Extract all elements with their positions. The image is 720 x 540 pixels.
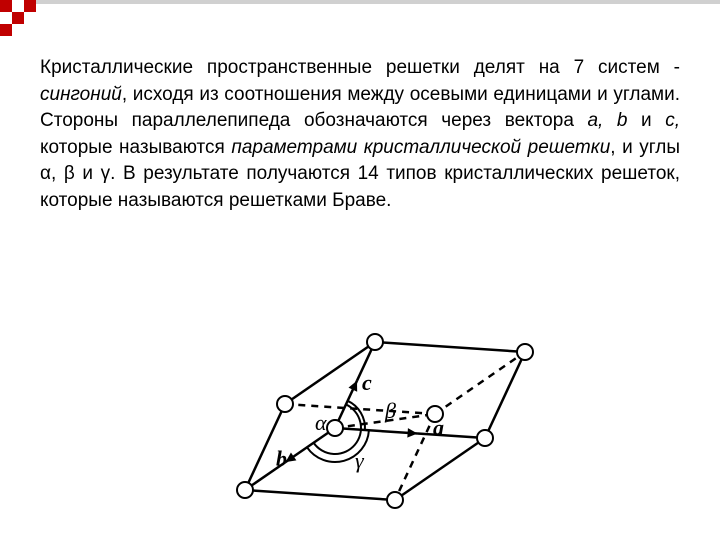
deco-sq xyxy=(0,24,12,36)
text-part: , исходя из соотношения между осевыми ед… xyxy=(40,84,680,132)
text-italic: c, xyxy=(665,110,680,131)
text-part: Кристаллические пространственные решетки… xyxy=(40,57,680,78)
text-italic: сингоний xyxy=(40,84,122,105)
svg-text:γ: γ xyxy=(355,448,365,473)
deco-sq xyxy=(24,0,36,12)
text-part: и xyxy=(627,110,665,131)
deco-bar xyxy=(24,0,720,4)
corner-decoration xyxy=(0,0,720,45)
svg-text:α: α xyxy=(315,410,327,435)
svg-text:b: b xyxy=(276,446,287,471)
text-italic: a, b xyxy=(587,110,627,131)
deco-sq xyxy=(0,12,12,24)
text-part: которые называются xyxy=(40,137,231,158)
lattice-diagram: a b c α βγ xyxy=(180,280,560,520)
svg-text:a: a xyxy=(433,415,444,440)
svg-text:c: c xyxy=(362,370,372,395)
deco-sq xyxy=(0,0,12,12)
deco-sq xyxy=(12,0,24,12)
main-paragraph: Кристаллические пространственные решетки… xyxy=(40,55,680,215)
svg-text:β: β xyxy=(384,398,396,423)
deco-sq xyxy=(12,12,24,24)
deco-sq xyxy=(24,12,36,24)
text-italic: параметрами кристаллической решетки xyxy=(231,137,610,158)
